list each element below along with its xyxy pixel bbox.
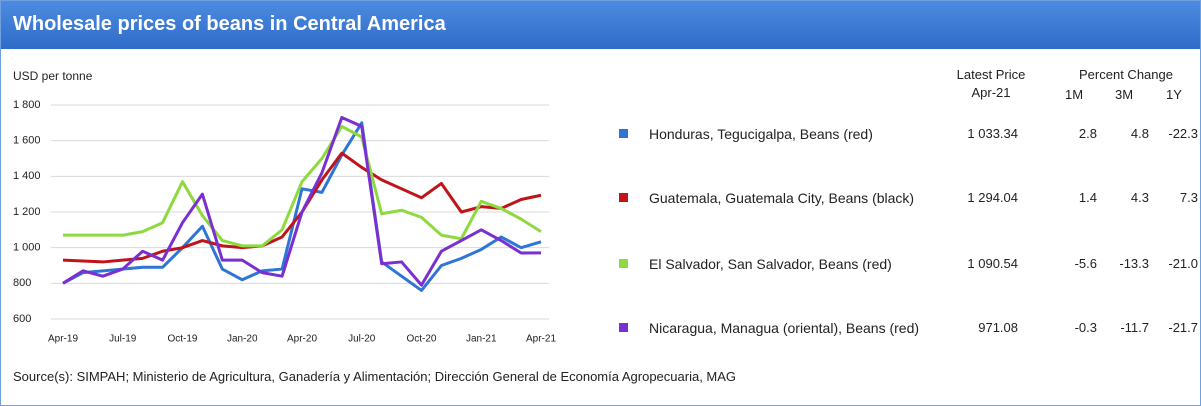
y-tick-label: 800 [13, 277, 31, 289]
y-tick-label: 600 [13, 313, 31, 325]
table-cell: 4.8 [1130, 126, 1149, 141]
series-line [62, 151, 542, 264]
x-tick-label: Apr-20 [287, 334, 317, 345]
y-tick-label: 1 600 [13, 135, 41, 147]
y-tick-label: 1 400 [13, 170, 41, 182]
table-cell: 971.08 [978, 320, 1018, 335]
x-tick-label: Oct-20 [406, 334, 436, 345]
series-line [62, 115, 542, 287]
x-tick-label: Oct-19 [167, 334, 197, 345]
table-cell: 1 294.04 [967, 190, 1018, 205]
header-price: Latest Price [956, 67, 1026, 82]
series-line [63, 124, 542, 248]
table-cell: 4.3 [1130, 190, 1149, 205]
y-tick-label: 1 800 [13, 99, 41, 111]
header-1y: 1Y [1166, 87, 1182, 102]
x-tick-label: Jan-20 [227, 334, 258, 345]
legend-label: Honduras, Tegucigalpa, Beans (red) [649, 126, 873, 142]
header-3m: 3M [1114, 87, 1134, 102]
title: Wholesale prices of beans in Central Ame… [13, 13, 446, 35]
table-cell: -13.3 [1119, 256, 1149, 271]
series-line [62, 121, 542, 292]
legend-label: Guatemala, Guatemala City, Beans (black) [649, 190, 915, 206]
legend-swatch [619, 323, 628, 332]
table-cell: -21.7 [1168, 320, 1198, 335]
table-cell: -21.0 [1168, 256, 1198, 271]
x-tick-label: Jul-19 [109, 334, 137, 345]
table-cell: -0.3 [1074, 320, 1097, 335]
x-tick-label: Jan-21 [466, 334, 497, 345]
banner: Wholesale prices of beans in Central Ame… [1, 1, 1200, 49]
y-tick-label: 1 200 [13, 206, 41, 218]
table-cell: -22.3 [1168, 126, 1198, 141]
legend-swatch [619, 129, 628, 138]
table-cell: 1 090.54 [967, 256, 1018, 271]
chart: USD per tonne 600 800 1 000 1 200 1 400 1 600… [13, 69, 556, 345]
x-tick-label: Apr-21 [526, 334, 556, 345]
table-cell: 1.4 [1078, 190, 1097, 205]
header-change: Percent Change [1079, 67, 1173, 82]
x-tick-label: Jul-20 [348, 334, 376, 345]
legend-label: El Salvador, San Salvador, Beans (red) [649, 256, 892, 272]
y-axis-label: USD per tonne [13, 69, 93, 83]
legend-swatch [619, 259, 628, 268]
x-tick-label: Apr-19 [48, 334, 78, 345]
source: Source(s): SIMPAH; Ministerio de Agricul… [13, 369, 737, 384]
table-cell: 1 033.34 [967, 126, 1018, 141]
legend-swatch [619, 193, 628, 202]
header-1m: 1M [1064, 87, 1084, 102]
table-cell: 7.3 [1179, 190, 1198, 205]
header-month: Apr-21 [971, 85, 1011, 100]
table-cell: -11.7 [1120, 320, 1149, 335]
table-cell: -5.6 [1074, 256, 1097, 271]
legend-label: Nicaragua, Managua (oriental), Beans (re… [649, 320, 920, 336]
table-cell: 2.8 [1078, 126, 1097, 141]
y-tick-label: 1 000 [13, 242, 41, 254]
